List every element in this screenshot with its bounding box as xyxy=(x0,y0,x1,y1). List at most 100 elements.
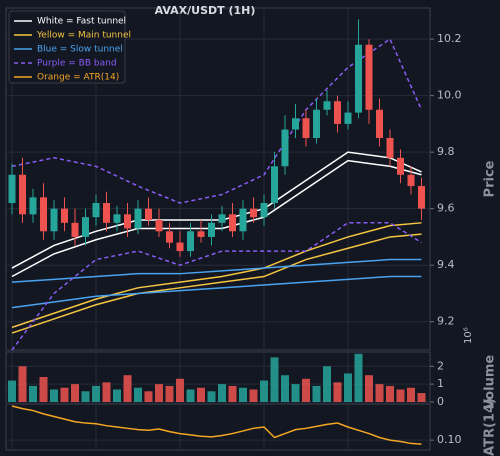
candle-body xyxy=(166,231,173,243)
atr-axis-title: ATR(14) xyxy=(483,398,498,456)
volume-bar xyxy=(386,385,394,402)
candle-body xyxy=(355,44,362,113)
candle-body xyxy=(103,203,110,223)
legend-label: Purple = BB band xyxy=(37,59,117,69)
chart-title: AVAX/USDT (1H) xyxy=(155,4,256,17)
y-tick-label: 9.2 xyxy=(437,315,455,328)
volume-bar xyxy=(134,387,142,402)
volume-bar xyxy=(218,384,226,402)
candle-body xyxy=(134,208,142,229)
volume-bar xyxy=(354,353,363,402)
volume-bar xyxy=(165,385,174,402)
candle-body xyxy=(145,208,152,220)
candle-body xyxy=(124,214,131,229)
y-tick-label: 0.10 xyxy=(437,433,462,446)
y-tick-label: 0 xyxy=(437,395,444,408)
volume-bar xyxy=(102,382,111,402)
candle-body xyxy=(61,208,68,223)
candle-body xyxy=(292,118,299,130)
candle-body xyxy=(344,112,352,124)
legend-label: Blue = Slow tunnel xyxy=(37,45,123,55)
volume-bar xyxy=(239,387,247,402)
candle-body xyxy=(365,44,373,110)
volume-bar xyxy=(407,387,415,402)
candle-body xyxy=(250,208,257,218)
price-axis-title: Price xyxy=(483,160,498,197)
volume-bar xyxy=(281,375,289,402)
overlay-line xyxy=(11,258,422,283)
volume-bar xyxy=(186,389,195,402)
volume-bar xyxy=(113,389,121,402)
volume-bar xyxy=(144,391,153,402)
volume-bar xyxy=(155,384,163,402)
volume-bar xyxy=(71,384,79,402)
volume-bar xyxy=(81,391,90,402)
candle-body xyxy=(218,214,226,223)
volume-bar xyxy=(344,373,352,402)
candle-body xyxy=(239,208,247,232)
legend: White = Fast tunnel Yellow = Main tunnel B… xyxy=(8,10,131,84)
volume-bar xyxy=(123,375,132,402)
volume-bar xyxy=(18,366,27,402)
y-tick-label: 10.2 xyxy=(437,32,462,45)
y-tick-label: 9.4 xyxy=(437,258,455,271)
volume-bar xyxy=(228,385,237,402)
candle-body xyxy=(71,222,79,237)
volume-bar xyxy=(291,384,300,402)
volume-bar xyxy=(50,389,58,402)
volume-bar xyxy=(302,378,310,402)
y-tick-label: 10.0 xyxy=(437,89,462,102)
candle-body xyxy=(176,242,184,252)
candle-body xyxy=(50,208,58,232)
y-tick-label: 2 xyxy=(437,359,444,372)
candle-body xyxy=(334,101,341,124)
candle-body xyxy=(8,174,16,204)
candle-body xyxy=(197,231,205,237)
volume-bar xyxy=(92,385,100,402)
overlay-line xyxy=(11,275,422,309)
candle-body xyxy=(386,138,394,158)
candle-body xyxy=(323,101,331,110)
volume-offset-label: 10⁶ xyxy=(463,327,474,344)
candle-body xyxy=(281,129,289,167)
candle-body xyxy=(397,157,404,175)
volume-bar xyxy=(176,378,184,402)
volume-axis-title: Volume xyxy=(483,355,498,410)
volume-bar xyxy=(375,384,384,402)
volume-bar xyxy=(60,387,69,402)
candle-body xyxy=(29,197,37,215)
y-tick-label: 9.6 xyxy=(437,202,455,215)
candle-body xyxy=(19,174,26,215)
atr-line xyxy=(11,405,422,445)
plot-layer: 9.2 9.4 9.6 9.8 10.0 10.2 0 1 2 0.10 xyxy=(6,8,462,450)
legend-box xyxy=(8,10,126,84)
candle-body xyxy=(302,118,310,139)
candle-body xyxy=(187,231,194,252)
candle-body xyxy=(155,219,163,232)
candle-body xyxy=(82,217,89,237)
volume-bar xyxy=(323,366,331,402)
candle-body xyxy=(40,197,47,232)
volume-bar xyxy=(396,389,405,402)
candle-body xyxy=(418,186,425,209)
legend-label: White = Fast tunnel xyxy=(37,17,126,27)
volume-bar xyxy=(312,385,321,402)
volume-bar xyxy=(260,380,268,402)
candle-body xyxy=(407,174,415,187)
volume-bar xyxy=(207,391,216,402)
candle-body xyxy=(208,222,215,237)
volume-bar xyxy=(270,357,279,402)
volume-bar xyxy=(249,389,258,402)
volume-bar xyxy=(197,387,205,402)
y-tick-label: 9.8 xyxy=(437,145,455,158)
candle-body xyxy=(92,203,100,218)
candle-body xyxy=(376,109,383,139)
volume-bar xyxy=(8,380,16,402)
overlay-line xyxy=(11,222,422,351)
legend-label: Yellow = Main tunnel xyxy=(36,31,131,41)
overlay-line xyxy=(11,222,422,329)
volume-bar xyxy=(39,377,48,402)
legend-label: Orange = ATR(14) xyxy=(37,73,119,83)
candle-body xyxy=(260,203,268,218)
